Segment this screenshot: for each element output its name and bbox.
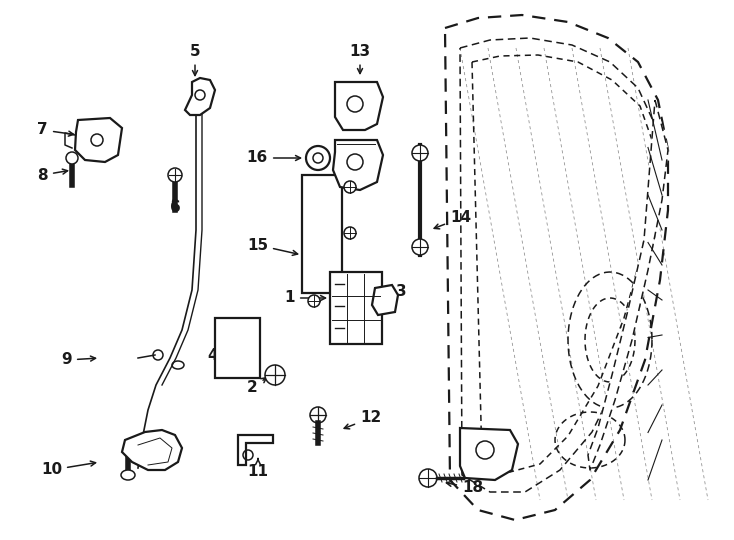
Text: 3: 3 (380, 285, 407, 300)
Text: 16: 16 (247, 151, 300, 165)
FancyBboxPatch shape (215, 318, 260, 378)
Text: 18: 18 (446, 481, 483, 496)
Circle shape (265, 365, 285, 385)
Circle shape (308, 295, 320, 307)
Polygon shape (333, 140, 383, 190)
Polygon shape (238, 435, 273, 465)
Polygon shape (588, 100, 668, 470)
Text: 2: 2 (247, 377, 266, 395)
Text: 8: 8 (37, 167, 68, 183)
Circle shape (310, 407, 326, 423)
Polygon shape (122, 430, 182, 470)
Text: 7: 7 (37, 123, 73, 138)
FancyBboxPatch shape (330, 272, 382, 344)
Polygon shape (372, 285, 398, 315)
Circle shape (66, 152, 78, 164)
Circle shape (412, 145, 428, 161)
Polygon shape (335, 82, 383, 130)
Circle shape (344, 227, 356, 239)
Text: 12: 12 (344, 410, 381, 429)
Text: 9: 9 (62, 353, 95, 368)
Circle shape (168, 168, 182, 182)
Circle shape (313, 153, 323, 163)
Circle shape (412, 239, 428, 255)
Text: 13: 13 (349, 44, 371, 73)
Ellipse shape (121, 470, 135, 480)
Circle shape (306, 146, 330, 170)
Text: 6: 6 (170, 195, 181, 215)
Circle shape (419, 469, 437, 487)
Circle shape (344, 181, 356, 193)
Text: 10: 10 (41, 461, 95, 477)
Text: 15: 15 (247, 238, 297, 255)
Polygon shape (185, 78, 215, 115)
Polygon shape (460, 428, 518, 480)
Text: 4: 4 (208, 348, 230, 362)
Text: 1: 1 (285, 291, 325, 306)
Text: 14: 14 (435, 211, 471, 229)
Text: 11: 11 (247, 459, 269, 480)
Text: 17: 17 (473, 442, 513, 457)
Text: 5: 5 (189, 44, 200, 76)
Polygon shape (75, 118, 122, 162)
